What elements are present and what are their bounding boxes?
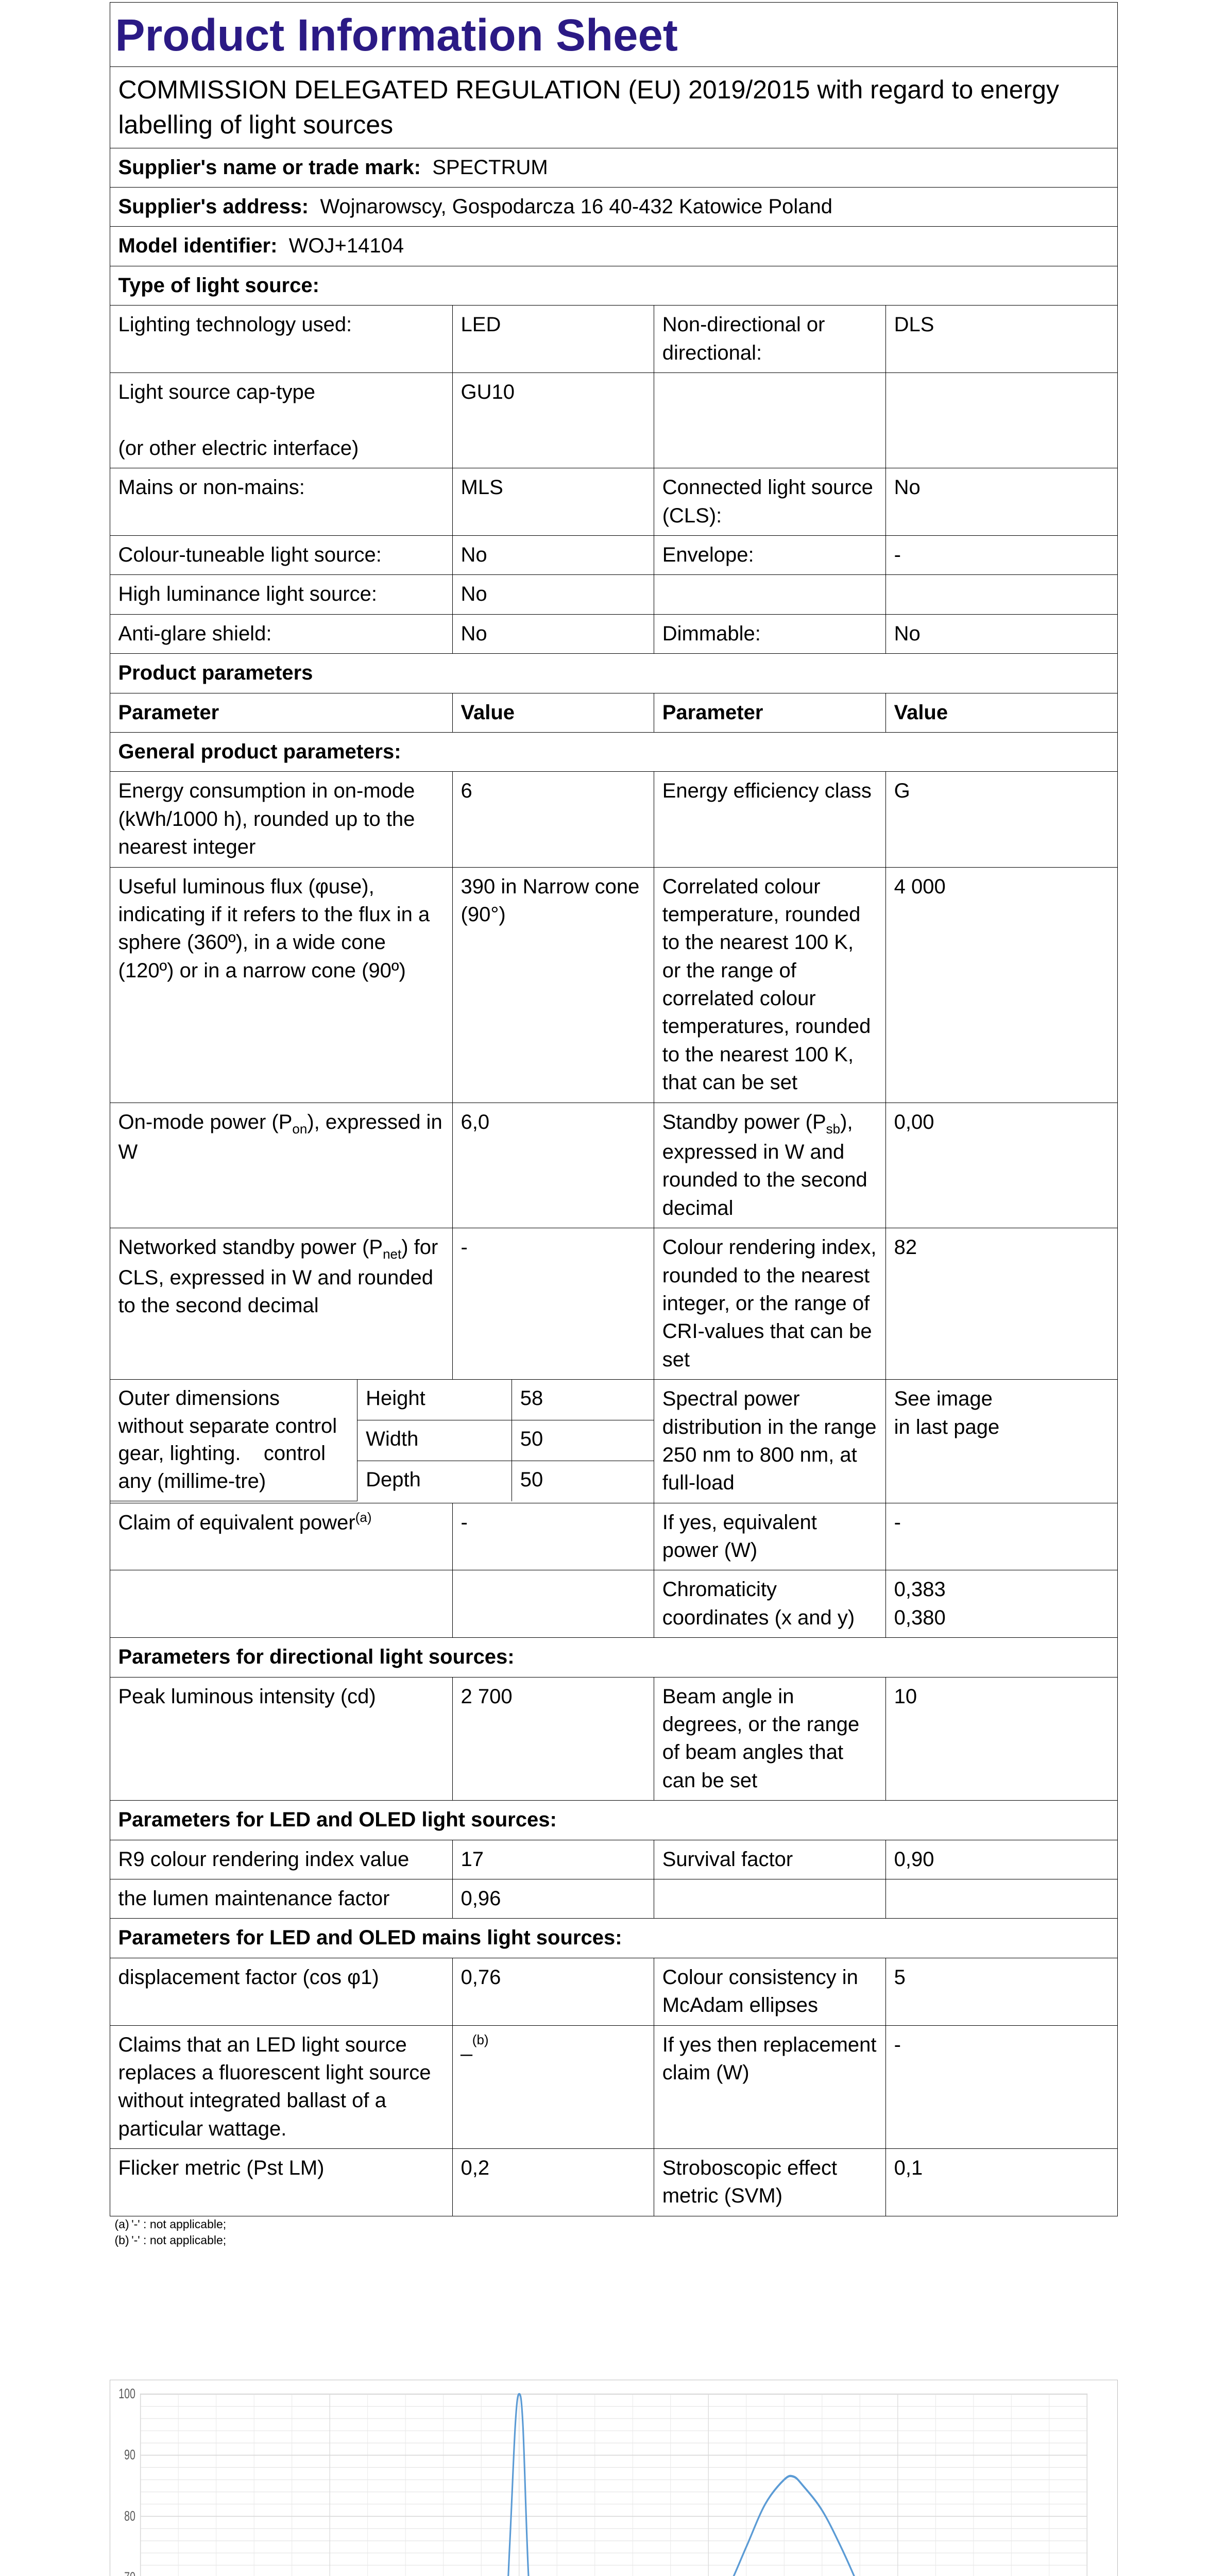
svg-text:100: 100 [118,2386,135,2401]
svg-text:70: 70 [124,2569,135,2576]
svg-text:90: 90 [124,2447,135,2463]
svg-text:80: 80 [124,2508,135,2523]
